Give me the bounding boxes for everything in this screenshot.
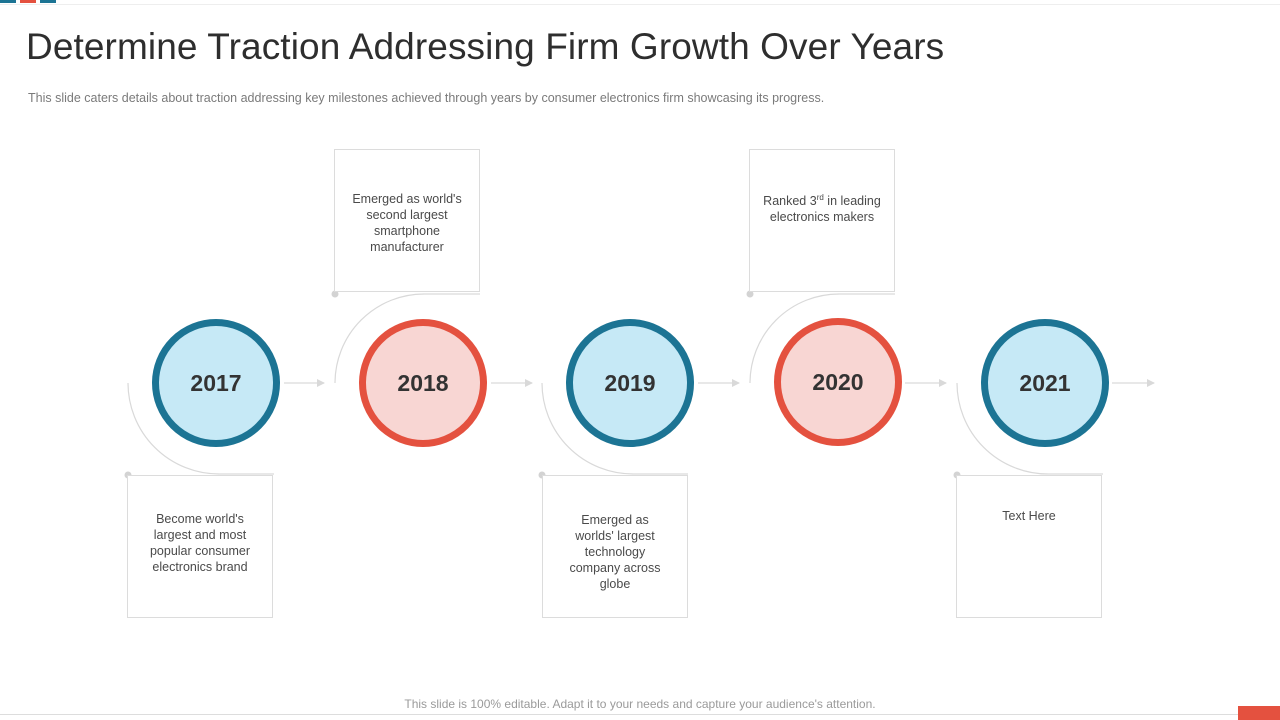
year-circle-2017: 2017: [152, 319, 280, 447]
year-circle-2019: 2019: [566, 319, 694, 447]
milestone-text-2021: Text Here: [1002, 509, 1056, 523]
connector-2017: [127, 382, 274, 475]
accent-segment-blue: [40, 0, 56, 3]
top-accent-bar: [0, 0, 1280, 5]
bottom-rule: [0, 714, 1238, 715]
page-title: Determine Traction Addressing Firm Growt…: [26, 26, 945, 67]
milestone-text-2017: Become world's largest and most popular …: [149, 512, 251, 574]
milestone-card-2020: Ranked 3rd in leading electronics makers: [749, 149, 895, 292]
connector-2019: [541, 382, 688, 475]
corner-accent-block: [1238, 706, 1280, 720]
accent-segment-blue: [0, 0, 16, 3]
connector-2020: [749, 293, 895, 384]
milestone-text-2018: Emerged as world's second largest smartp…: [352, 192, 462, 254]
connector-2021: [956, 382, 1103, 475]
year-circle-2020: 2020: [774, 318, 902, 446]
milestone-card-2017: Become world's largest and most popular …: [127, 475, 273, 618]
milestone-card-2019: Emerged as worlds' largest technology co…: [542, 475, 688, 618]
page-subtitle: This slide caters details about traction…: [28, 91, 825, 105]
top-rule: [0, 4, 1280, 5]
footer-note: This slide is 100% editable. Adapt it to…: [404, 697, 876, 711]
year-circle-2018: 2018: [359, 319, 487, 447]
accent-segment-red: [20, 0, 36, 3]
milestone-card-2018: Emerged as world's second largest smartp…: [334, 149, 480, 292]
milestone-card-2021: Text Here: [956, 475, 1102, 618]
year-circle-2021: 2021: [981, 319, 1109, 447]
anchor-dot-2018: [331, 290, 339, 298]
connector-2018: [334, 293, 480, 384]
anchor-dot-2020: [746, 290, 754, 298]
milestone-text-2020: Ranked 3rd in leading electronics makers: [763, 193, 881, 225]
milestone-text-2019: Emerged as worlds' largest technology co…: [569, 513, 661, 591]
